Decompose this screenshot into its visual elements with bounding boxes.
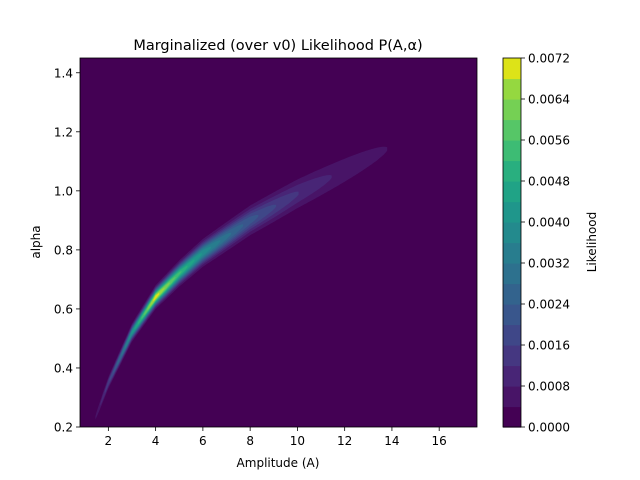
plot-area — [79, 57, 478, 428]
y-tick-label: 1.4 — [54, 66, 73, 80]
colorbar-band — [503, 242, 521, 264]
contour-level-14 — [143, 276, 176, 316]
x-axis-label: Amplitude (A) — [237, 456, 320, 470]
colorbar-band — [503, 58, 521, 80]
colorbar-band — [503, 160, 521, 182]
x-tick-label: 10 — [290, 434, 305, 448]
colorbar-band — [503, 283, 521, 305]
colorbar-tick-label: 0.0040 — [528, 216, 570, 230]
x-tick-label: 14 — [384, 434, 399, 448]
colorbar-band — [503, 324, 521, 346]
colorbar-band — [503, 222, 521, 244]
colorbar-tick-label: 0.0016 — [528, 339, 570, 353]
y-axis-label: alpha — [29, 225, 43, 258]
x-tick-label: 16 — [432, 434, 447, 448]
colorbar-band — [503, 365, 521, 387]
colorbar-band — [503, 386, 521, 408]
chart-title: Marginalized (over v0) Likelihood P(A,α) — [133, 38, 422, 54]
contour-level-17 — [153, 292, 160, 302]
contour-level-12 — [137, 265, 188, 325]
colorbar-band — [503, 181, 521, 203]
y-tick-label: 0.2 — [54, 421, 73, 435]
x-tick-label: 2 — [105, 434, 113, 448]
colorbar-tick-label: 0.0072 — [528, 52, 570, 66]
x-tick-label: 4 — [152, 434, 160, 448]
colorbar-band — [503, 304, 521, 326]
contour-level-11 — [134, 259, 195, 330]
x-axis: 2 4 6 8 10 12 14 16 — [105, 427, 447, 448]
colorbar: 0.0000 0.0008 0.0016 0.0024 0.0032 0.0040 0.00… — [502, 52, 599, 435]
colorbar-band — [503, 345, 521, 367]
colorbar-band — [503, 99, 521, 121]
colorbar-tick-label: 0.0048 — [528, 175, 570, 189]
plot-frame — [79, 57, 478, 428]
colorbar-band — [503, 263, 521, 285]
y-axis: 0.2 0.4 0.6 0.8 1.0 1.2 1.4 — [54, 66, 80, 435]
colorbar-tick-label: 0.0032 — [528, 257, 570, 271]
x-tick-label: 6 — [199, 434, 207, 448]
contour-level-13 — [141, 271, 182, 320]
colorbar-band — [503, 119, 521, 141]
contour-level-10 — [130, 252, 202, 336]
colorbar-tick-label: 0.0056 — [528, 134, 570, 148]
y-tick-label: 1.0 — [54, 184, 73, 198]
y-tick-label: 1.2 — [54, 125, 73, 139]
y-tick-label: 0.8 — [54, 243, 73, 257]
colorbar-band — [503, 78, 521, 100]
colorbar-band — [503, 201, 521, 223]
y-tick-label: 0.6 — [54, 302, 73, 316]
x-tick-label: 8 — [246, 434, 254, 448]
y-tick-label: 0.4 — [54, 361, 73, 375]
colorbar-frame — [502, 57, 522, 428]
colorbar-tick-label: 0.0008 — [528, 380, 570, 394]
colorbar-bands — [503, 58, 521, 428]
colorbar-band — [503, 140, 521, 162]
contour-level-15 — [147, 282, 170, 311]
colorbar-tick-label: 0.0024 — [528, 298, 570, 312]
x-tick-label: 12 — [337, 434, 352, 448]
colorbar-label: Likelihood — [585, 212, 599, 273]
colorbar-ticks: 0.0000 0.0008 0.0016 0.0024 0.0032 0.0040 0.00… — [521, 52, 570, 435]
colorbar-tick-label: 0.0064 — [528, 93, 570, 107]
colorbar-band — [503, 406, 521, 428]
plot-background — [80, 58, 477, 427]
contour-level-16 — [149, 287, 166, 307]
colorbar-tick-label: 0.0000 — [528, 421, 570, 435]
likelihood-ridge — [95, 146, 388, 420]
